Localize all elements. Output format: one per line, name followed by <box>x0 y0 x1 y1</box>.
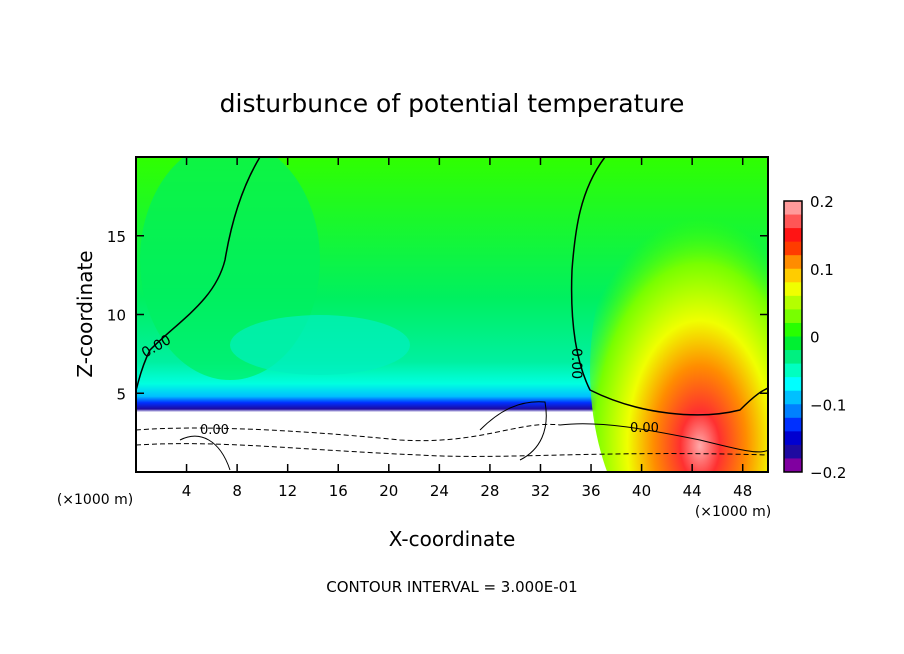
x-tick-label: 20 <box>379 482 398 500</box>
x-tick-label: 24 <box>430 482 449 500</box>
contour-interval-annotation: CONTOUR INTERVAL = 3.000E-01 <box>326 578 577 596</box>
contour-label: 0.00 <box>200 423 229 438</box>
colorbar-swatch <box>784 295 802 310</box>
x-unit-left: (×1000 m) <box>57 492 133 508</box>
colorbar-swatch <box>784 255 802 270</box>
chart-title: disturbunce of potential temperature <box>220 89 685 118</box>
colorbar-swatch <box>784 417 802 432</box>
x-tick-label: 44 <box>683 482 702 500</box>
x-tick-label: 12 <box>278 482 297 500</box>
colorbar: 0.2 0.1 0 −0.1 −0.2 <box>783 193 846 482</box>
colorbar-tick-label: 0 <box>810 329 820 347</box>
contour-label: 0.00 <box>630 421 659 436</box>
colorbar-frame <box>783 200 803 473</box>
colorbar-swatch <box>784 350 802 365</box>
y-axis-label: Z-coordinate <box>73 250 97 377</box>
x-tick-label: 32 <box>531 482 550 500</box>
colorbar-swatch <box>784 228 802 243</box>
y-axis: 5 10 15 <box>107 228 768 403</box>
warm-anomaly <box>590 180 768 472</box>
colorbar-swatch <box>784 322 802 337</box>
colorbar-swatch <box>784 309 802 324</box>
colorbar-swatch <box>784 268 802 283</box>
colorbar-swatch <box>784 390 802 405</box>
x-tick-label: 36 <box>581 482 600 500</box>
y-tick-label: 15 <box>107 228 126 246</box>
colorbar-swatch <box>784 404 802 419</box>
contour-zero-right <box>570 157 768 416</box>
contour-label: 0.00 <box>568 348 584 379</box>
colorbar-swatch <box>784 444 802 459</box>
colorbar-swatch <box>784 201 802 216</box>
x-tick-label: 16 <box>329 482 348 500</box>
y-tick-label: 5 <box>116 385 126 403</box>
x-axis: 4 8 12 16 20 24 28 32 36 40 44 48 <box>182 157 752 500</box>
y-tick-label: 10 <box>107 307 126 325</box>
colorbar-tick-label: −0.1 <box>810 396 846 414</box>
colorbar-swatch <box>784 336 802 351</box>
colorbar-swatch <box>784 458 802 473</box>
x-unit-right: (×1000 m) <box>695 504 771 520</box>
colorbar-swatch <box>784 241 802 256</box>
x-tick-label: 8 <box>232 482 242 500</box>
colorbar-swatch <box>784 431 802 446</box>
plot-field <box>136 157 768 472</box>
x-tick-label: 4 <box>182 482 192 500</box>
colorbar-tick-label: 0.2 <box>810 193 834 211</box>
colorbar-tick-label: −0.2 <box>810 464 846 482</box>
x-tick-label: 40 <box>632 482 651 500</box>
colorbar-swatch <box>784 363 802 378</box>
colorbar-tick-label: 0.1 <box>810 261 834 279</box>
x-tick-label: 28 <box>480 482 499 500</box>
x-axis-label: X-coordinate <box>389 527 516 551</box>
cool-patch <box>230 315 410 375</box>
x-tick-label: 48 <box>733 482 752 500</box>
colorbar-swatch <box>784 214 802 229</box>
contour-zero-left <box>136 157 261 391</box>
colorbar-swatch <box>784 377 802 392</box>
lower-contours <box>136 401 768 471</box>
colorbar-swatch <box>784 282 802 297</box>
